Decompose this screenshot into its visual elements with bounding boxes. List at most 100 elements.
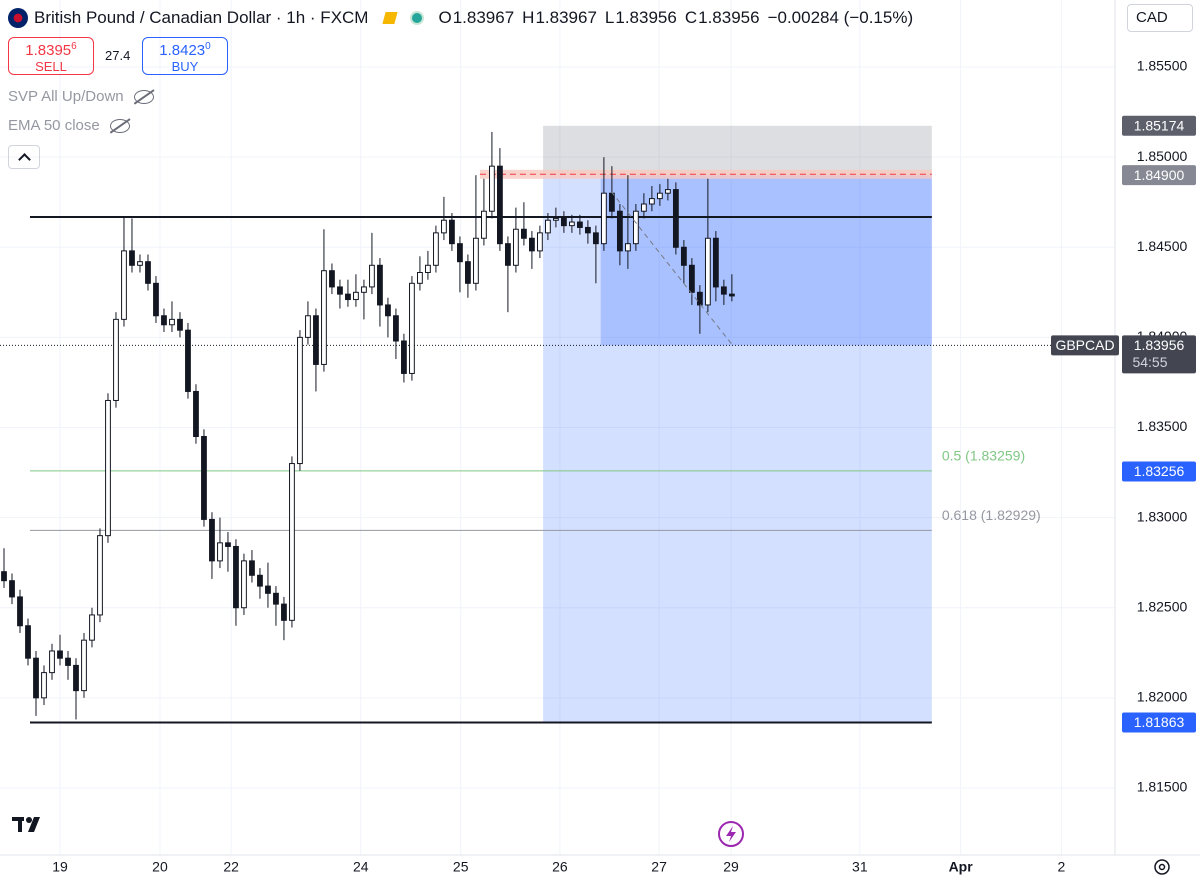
candle (640, 193, 647, 219)
x-tick-label: 24 (353, 859, 369, 875)
candle-body (97, 535, 103, 616)
price-tag (1122, 115, 1196, 136)
currency-button[interactable]: CAD (1127, 4, 1193, 32)
candle (257, 568, 263, 599)
candle-body (449, 219, 455, 245)
candle (449, 213, 455, 251)
candle-body (289, 463, 295, 621)
candle (281, 596, 287, 641)
candle (584, 220, 591, 244)
candle-body (433, 232, 439, 266)
candle (81, 632, 87, 698)
indicator[interactable]: EMA 50 close (8, 117, 130, 134)
y-tick-label: 1.85000 (1137, 148, 1188, 164)
candle (25, 618, 31, 666)
candle-body (241, 560, 247, 609)
candle-body (121, 250, 127, 320)
candle-body (393, 315, 399, 342)
candle-body (553, 217, 559, 221)
candle (9, 573, 15, 605)
candle (105, 393, 111, 543)
candle (560, 211, 567, 233)
candle-body (377, 264, 383, 306)
stop-zone (543, 125, 932, 176)
symbol[interactable]: British Pound / Canadian Dollar · 1h · F… (34, 8, 369, 27)
market-status (382, 12, 399, 24)
buy-pip: 0 (205, 41, 211, 52)
candle (465, 254, 471, 298)
sell-button[interactable]: 1.83956 SELL (8, 37, 94, 75)
indicator[interactable]: SVP All Up/Down (8, 88, 154, 105)
candle-body (201, 436, 207, 520)
x-tick-label: 20 (152, 859, 168, 875)
candle (720, 279, 727, 305)
ohlc-key: L (604, 8, 615, 27)
hidden-icon[interactable] (133, 89, 154, 104)
ohlc-value: 1.83967 (452, 8, 515, 27)
collapse-button[interactable] (8, 145, 40, 169)
ohlc-key: O (438, 8, 452, 27)
candle (233, 539, 239, 626)
alert-icon[interactable] (718, 821, 744, 847)
candle-body (545, 219, 551, 234)
price-tag-label: 1.84900 (1134, 167, 1185, 183)
candle (113, 312, 119, 408)
candle (712, 231, 719, 302)
candle-body (712, 237, 719, 288)
candle-body (1, 571, 7, 582)
x-tick-label: Apr (949, 859, 974, 875)
candle-body (73, 664, 79, 692)
x-tick-label: 29 (723, 859, 739, 875)
candle (553, 207, 559, 228)
y-tick-label: 1.84500 (1137, 238, 1188, 254)
candle-body (537, 232, 543, 252)
candle (361, 279, 367, 320)
candle-body (65, 657, 71, 666)
settings-icon[interactable] (1154, 859, 1170, 875)
fib-label: 0.5 (1.83259) (942, 448, 1025, 464)
hidden-icon[interactable] (109, 118, 130, 133)
candle (185, 322, 191, 399)
candle-body (209, 518, 215, 562)
candle-body (193, 390, 199, 438)
candle-body (233, 545, 239, 609)
candle (337, 279, 343, 309)
candle-body (25, 625, 31, 659)
buy-button[interactable]: 1.84230 BUY (142, 37, 228, 75)
candle-body (592, 232, 599, 245)
candle-body (217, 542, 223, 562)
candle-body (672, 189, 679, 248)
candle (225, 532, 231, 572)
candle (241, 553, 247, 615)
projection-line (610, 191, 734, 346)
candle-body (257, 574, 263, 587)
candle (728, 274, 735, 302)
buy-price: 1.84230 (143, 41, 227, 59)
candle-body (704, 237, 711, 306)
ohlc-key: C (684, 8, 698, 27)
x-tick-label: 19 (52, 859, 68, 875)
ohlc-value: 1.83967 (535, 8, 597, 27)
candle-body (145, 261, 151, 284)
candle (1, 548, 7, 588)
candle (153, 276, 159, 323)
y-tick-label: 1.83500 (1137, 418, 1188, 434)
tv-logo (12, 817, 40, 832)
candle (672, 182, 679, 255)
y-tick-label: 1.83000 (1137, 508, 1188, 524)
ohlc-value: 1.83956 (698, 8, 760, 27)
candle-body (361, 286, 367, 293)
price-tag-label: 1.83256 (1134, 463, 1185, 479)
candle-body (457, 243, 463, 263)
candle-body (297, 336, 303, 465)
candle-body (105, 399, 111, 537)
candle (321, 229, 327, 372)
candle-body (640, 203, 647, 212)
candle-body (465, 261, 471, 284)
candle (417, 256, 423, 291)
x-tick-label: 31 (852, 859, 868, 875)
candle (313, 308, 319, 392)
candle (441, 196, 447, 241)
spread: 27.4 (105, 48, 131, 63)
candle (656, 184, 663, 206)
